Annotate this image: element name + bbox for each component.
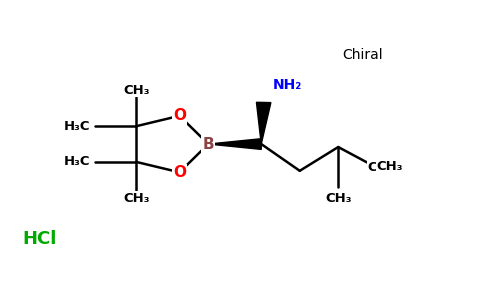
Text: CH₃: CH₃: [123, 192, 150, 205]
Text: H₃C: H₃C: [64, 120, 91, 133]
Text: O: O: [173, 108, 186, 123]
Text: CH₃: CH₃: [325, 192, 351, 205]
Text: B: B: [202, 136, 214, 152]
Text: H₃C: H₃C: [64, 155, 91, 168]
Text: Chiral: Chiral: [342, 48, 383, 62]
Text: CH₃: CH₃: [367, 161, 393, 174]
Text: CH₃: CH₃: [123, 83, 150, 97]
Text: NH₂: NH₂: [273, 78, 302, 92]
Text: CH₃: CH₃: [377, 160, 403, 173]
Text: CH₃: CH₃: [325, 192, 351, 205]
Text: O: O: [173, 165, 186, 180]
Polygon shape: [257, 102, 271, 144]
Text: HCl: HCl: [23, 230, 57, 248]
Polygon shape: [208, 139, 261, 149]
